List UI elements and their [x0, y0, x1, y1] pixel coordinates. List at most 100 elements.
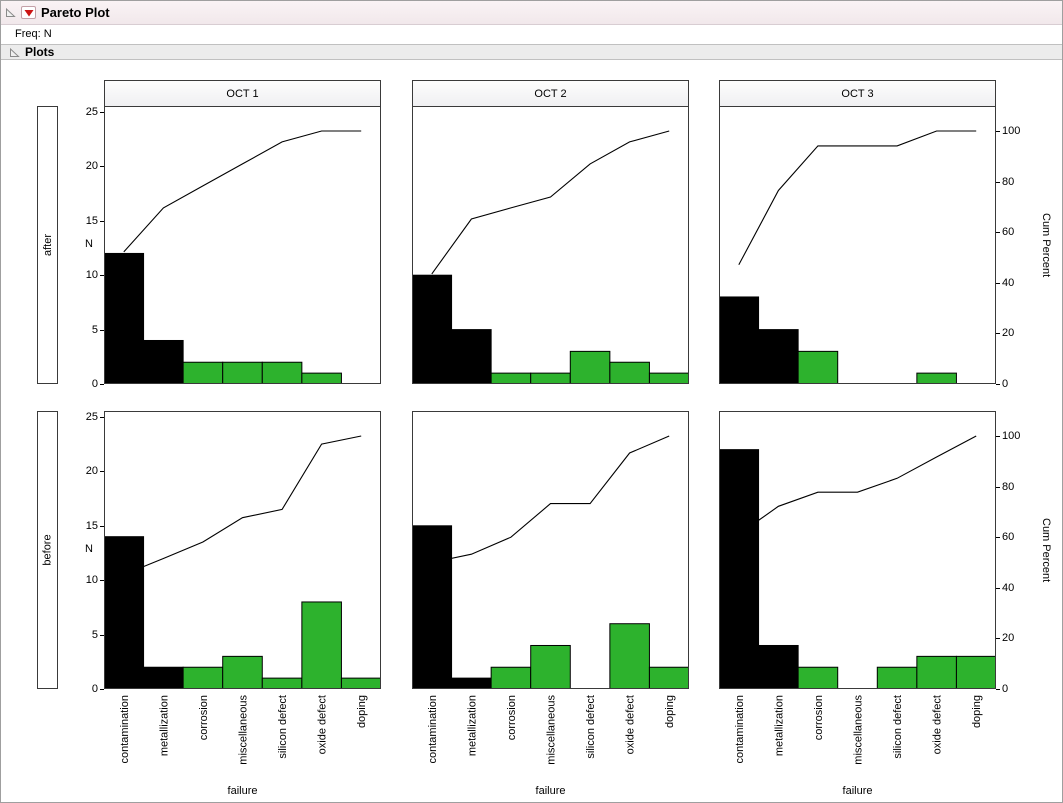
y-tick-label: 20: [85, 160, 98, 173]
bar-corrosion[interactable]: [490, 666, 532, 689]
y2-tick-mark: [996, 333, 1000, 335]
y-tick-label: 0: [91, 683, 98, 695]
bar-contamination[interactable]: [104, 536, 145, 689]
y2-tick-mark: [996, 638, 1000, 640]
bar-oxide-defect[interactable]: [609, 623, 650, 689]
x-axis-title: failure: [227, 785, 258, 797]
plots-section-title: Plots: [25, 45, 55, 59]
y-tick-label: 15: [85, 519, 98, 532]
disclosure-open-icon[interactable]: [9, 47, 20, 58]
y-tick-mark: [100, 166, 104, 168]
bar-silicon-defect[interactable]: [876, 666, 918, 689]
y-tick-mark: [100, 112, 104, 113]
bar-doping[interactable]: [340, 677, 381, 689]
column-header-label: OCT 2: [534, 87, 567, 100]
report-outline-header: Pareto Plot: [1, 1, 1062, 25]
y2-tick-label: 0: [1002, 378, 1009, 390]
report-title: Pareto Plot: [41, 5, 110, 20]
category-tick-label: contamination: [734, 695, 746, 764]
bar-doping[interactable]: [648, 372, 689, 384]
y2-tick-mark: [996, 689, 1000, 690]
bar-miscellaneous[interactable]: [530, 372, 571, 384]
bar-metallization[interactable]: [451, 677, 492, 689]
bar-silicon-defect[interactable]: [261, 677, 303, 689]
cum-percent-line: [431, 435, 670, 564]
bar-miscellaneous[interactable]: [222, 655, 263, 689]
pareto-cell-after-oct-1[interactable]: [104, 106, 381, 384]
column-header-oct-2: OCT 2: [412, 80, 689, 107]
bar-corrosion[interactable]: [797, 666, 839, 689]
bar-corrosion[interactable]: [797, 350, 839, 384]
category-tick-label: contamination: [427, 695, 439, 764]
bar-contamination[interactable]: [412, 525, 453, 689]
y-axis-title: N: [85, 543, 93, 555]
y-tick-mark: [100, 417, 104, 418]
cum-percent-line: [738, 130, 977, 266]
pareto-cell-before-oct-3[interactable]: [719, 411, 996, 689]
freq-note: Freq: N: [15, 28, 52, 40]
bar-oxide-defect[interactable]: [301, 372, 342, 384]
bar-contamination[interactable]: [104, 252, 145, 384]
category-axis-labels: contamination metallization corrosion misce…: [119, 695, 983, 765]
bar-miscellaneous[interactable]: [222, 361, 263, 384]
y2-tick-label: 60: [1002, 531, 1015, 544]
category-tick-label: metallization: [466, 695, 478, 756]
category-tick-label: oxide defect: [932, 695, 944, 754]
y2-tick-mark: [996, 436, 1000, 437]
y2-axis-title: Cum Percent: [1037, 106, 1055, 384]
category-tick-label: oxide defect: [317, 695, 329, 754]
x-axis-title: failure: [535, 785, 566, 797]
cum-percent-line: [738, 435, 977, 535]
bar-corrosion[interactable]: [182, 361, 224, 384]
bar-metallization[interactable]: [143, 339, 184, 384]
bar-metallization[interactable]: [451, 329, 492, 384]
bar-contamination[interactable]: [412, 274, 453, 384]
bar-oxide-defect[interactable]: [916, 655, 957, 689]
y-tick-mark: [100, 471, 104, 473]
pareto-cell-before-oct-2[interactable]: [412, 411, 689, 689]
y2-tick-label: 40: [1002, 581, 1015, 594]
y-tick-label: 5: [91, 323, 98, 336]
cum-percent-line: [123, 435, 362, 576]
bar-metallization[interactable]: [143, 666, 184, 689]
column-header-label: OCT 3: [841, 87, 874, 100]
category-tick-label: oxide defect: [625, 695, 637, 754]
category-tick-label: miscellaneous: [546, 695, 558, 765]
plots-outline-header: Plots: [1, 44, 1062, 60]
bar-silicon-defect[interactable]: [261, 361, 303, 384]
row-header-label: before: [41, 534, 54, 566]
bar-metallization[interactable]: [758, 644, 799, 689]
red-triangle-menu-icon[interactable]: [21, 6, 36, 19]
y-tick-mark: [100, 689, 104, 690]
bar-miscellaneous[interactable]: [530, 644, 571, 689]
bar-corrosion[interactable]: [490, 372, 532, 384]
red-triangle-shape: [24, 9, 33, 16]
y2-axis-title-label: Cum Percent: [1040, 212, 1052, 278]
bar-contamination[interactable]: [719, 296, 760, 384]
y2-tick-label: 100: [1002, 125, 1021, 137]
category-tick-label: corrosion: [813, 695, 825, 740]
pareto-cell-before-oct-1[interactable]: [104, 411, 381, 689]
column-header-oct-3: OCT 3: [719, 80, 996, 107]
bar-silicon-defect[interactable]: [569, 350, 611, 384]
disclosure-open-icon[interactable]: [5, 7, 16, 18]
bar-doping[interactable]: [648, 666, 689, 689]
bar-oxide-defect[interactable]: [609, 361, 650, 384]
y-tick-mark: [100, 525, 104, 527]
cum-percent-line: [123, 130, 362, 253]
category-tick-label: doping: [356, 695, 368, 728]
bar-contamination[interactable]: [719, 449, 760, 689]
bar-doping[interactable]: [955, 655, 996, 689]
pareto-cell-after-oct-2[interactable]: [412, 106, 689, 384]
bar-oxide-defect[interactable]: [916, 372, 957, 384]
bar-oxide-defect[interactable]: [301, 601, 342, 689]
y2-tick-mark: [996, 537, 1000, 539]
y2-axis-title-label: Cum Percent: [1040, 517, 1052, 583]
category-tick-label: metallization: [773, 695, 785, 756]
bar-metallization[interactable]: [758, 329, 799, 384]
bar-corrosion[interactable]: [182, 666, 224, 689]
pareto-cell-after-oct-3[interactable]: [719, 106, 996, 384]
y-tick-label: 25: [85, 411, 98, 423]
category-tick-label: corrosion: [198, 695, 210, 740]
